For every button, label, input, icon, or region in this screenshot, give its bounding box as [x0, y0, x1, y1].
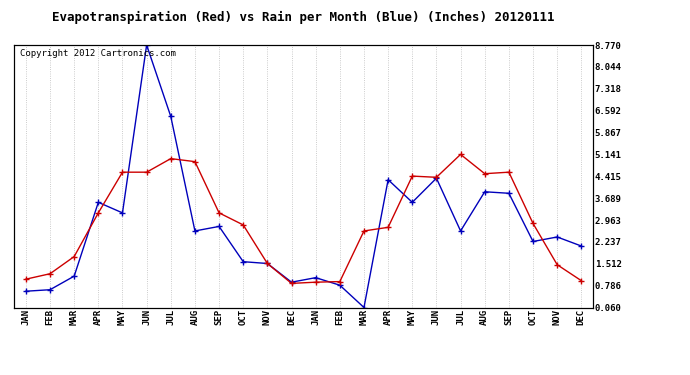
Text: Evapotranspiration (Red) vs Rain per Month (Blue) (Inches) 20120111: Evapotranspiration (Red) vs Rain per Mon… — [52, 11, 555, 24]
Text: Copyright 2012 Cartronics.com: Copyright 2012 Cartronics.com — [19, 49, 175, 58]
